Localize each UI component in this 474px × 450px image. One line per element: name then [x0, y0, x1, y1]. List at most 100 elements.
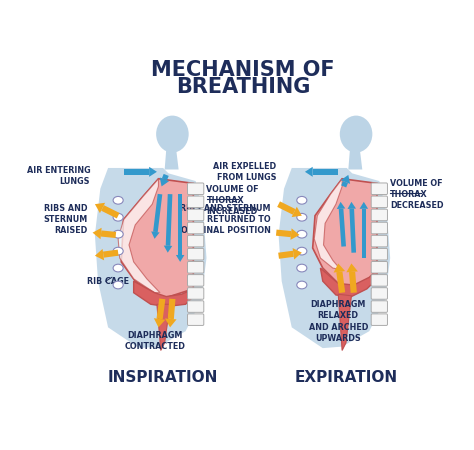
Polygon shape [362, 209, 366, 258]
Polygon shape [92, 228, 101, 239]
Polygon shape [95, 203, 105, 213]
FancyBboxPatch shape [371, 235, 387, 247]
Polygon shape [341, 181, 348, 188]
Ellipse shape [297, 247, 307, 255]
Polygon shape [346, 263, 358, 272]
Text: RIB CAGE: RIB CAGE [87, 277, 129, 286]
Polygon shape [291, 228, 300, 240]
Polygon shape [292, 207, 302, 217]
FancyBboxPatch shape [371, 274, 387, 286]
Polygon shape [338, 294, 351, 351]
Polygon shape [95, 168, 207, 348]
FancyBboxPatch shape [188, 235, 204, 247]
Polygon shape [166, 194, 173, 246]
Polygon shape [277, 202, 296, 215]
Polygon shape [154, 318, 165, 327]
FancyBboxPatch shape [188, 196, 204, 207]
Polygon shape [103, 250, 118, 258]
Polygon shape [124, 169, 149, 175]
Text: AIR ENTERING
LUNGS: AIR ENTERING LUNGS [27, 166, 90, 186]
Polygon shape [292, 248, 302, 260]
Polygon shape [153, 194, 162, 232]
Polygon shape [165, 319, 176, 327]
FancyBboxPatch shape [371, 183, 387, 194]
Polygon shape [176, 255, 184, 262]
FancyBboxPatch shape [188, 261, 204, 273]
Polygon shape [156, 298, 165, 320]
Polygon shape [337, 202, 345, 209]
Polygon shape [314, 179, 342, 270]
Polygon shape [348, 150, 362, 170]
FancyBboxPatch shape [188, 183, 204, 194]
FancyBboxPatch shape [188, 274, 204, 286]
Text: MECHANISM OF: MECHANISM OF [151, 60, 335, 80]
Polygon shape [168, 299, 175, 319]
Polygon shape [101, 230, 116, 238]
FancyBboxPatch shape [371, 248, 387, 260]
Polygon shape [313, 179, 377, 287]
Polygon shape [160, 177, 169, 186]
FancyBboxPatch shape [371, 314, 387, 325]
FancyBboxPatch shape [188, 288, 204, 299]
FancyBboxPatch shape [371, 196, 387, 207]
Text: VOLUME OF
THORAX
DECREASED: VOLUME OF THORAX DECREASED [390, 179, 444, 210]
Ellipse shape [113, 230, 123, 238]
Polygon shape [151, 231, 160, 239]
Polygon shape [276, 230, 292, 237]
FancyBboxPatch shape [371, 288, 387, 299]
Polygon shape [305, 167, 313, 177]
FancyBboxPatch shape [188, 314, 204, 325]
FancyBboxPatch shape [371, 222, 387, 234]
Ellipse shape [340, 116, 373, 153]
Polygon shape [178, 194, 182, 255]
Polygon shape [134, 281, 193, 306]
Polygon shape [101, 205, 119, 218]
Ellipse shape [297, 213, 307, 221]
Ellipse shape [297, 230, 307, 238]
Polygon shape [320, 268, 377, 297]
Polygon shape [95, 249, 104, 261]
Polygon shape [121, 179, 193, 299]
Ellipse shape [113, 213, 123, 221]
Ellipse shape [156, 116, 189, 153]
Polygon shape [349, 209, 356, 253]
Ellipse shape [113, 281, 123, 289]
Polygon shape [334, 263, 345, 273]
Polygon shape [336, 271, 345, 293]
Polygon shape [313, 169, 338, 175]
Ellipse shape [113, 197, 123, 204]
Polygon shape [278, 251, 294, 259]
Polygon shape [164, 150, 179, 170]
Polygon shape [164, 246, 172, 252]
Polygon shape [360, 202, 368, 209]
Polygon shape [162, 174, 169, 180]
Polygon shape [349, 272, 357, 293]
Text: EXPIRATION: EXPIRATION [294, 370, 398, 385]
Polygon shape [279, 168, 390, 348]
Ellipse shape [297, 281, 307, 289]
Polygon shape [157, 304, 170, 351]
Text: BREATHING: BREATHING [176, 77, 310, 97]
FancyBboxPatch shape [188, 222, 204, 234]
Text: VOLUME OF
THORAX
INCREASED: VOLUME OF THORAX INCREASED [207, 185, 259, 216]
Polygon shape [149, 167, 157, 177]
FancyBboxPatch shape [371, 209, 387, 220]
Text: RIBS AND
STERNUM
RAISED: RIBS AND STERNUM RAISED [43, 204, 87, 235]
Text: DIAPHRAGM
RELAXED
AND ARCHED
UPWARDS: DIAPHRAGM RELAXED AND ARCHED UPWARDS [309, 301, 368, 343]
FancyBboxPatch shape [188, 248, 204, 260]
Text: RIBS AND STERNUM
RETURNED TO
ORIGINAL POSITION: RIBS AND STERNUM RETURNED TO ORIGINAL PO… [180, 204, 271, 235]
Text: AIR EXPELLED
FROM LUNGS: AIR EXPELLED FROM LUNGS [213, 162, 276, 182]
FancyBboxPatch shape [371, 261, 387, 273]
Ellipse shape [297, 264, 307, 272]
FancyBboxPatch shape [188, 301, 204, 312]
Polygon shape [339, 209, 346, 247]
Ellipse shape [113, 247, 123, 255]
FancyBboxPatch shape [188, 209, 204, 220]
Polygon shape [347, 202, 356, 209]
Polygon shape [341, 175, 350, 184]
Ellipse shape [297, 197, 307, 204]
FancyBboxPatch shape [371, 301, 387, 312]
Polygon shape [118, 179, 160, 292]
Ellipse shape [113, 264, 123, 272]
Text: INSPIRATION: INSPIRATION [107, 370, 218, 385]
